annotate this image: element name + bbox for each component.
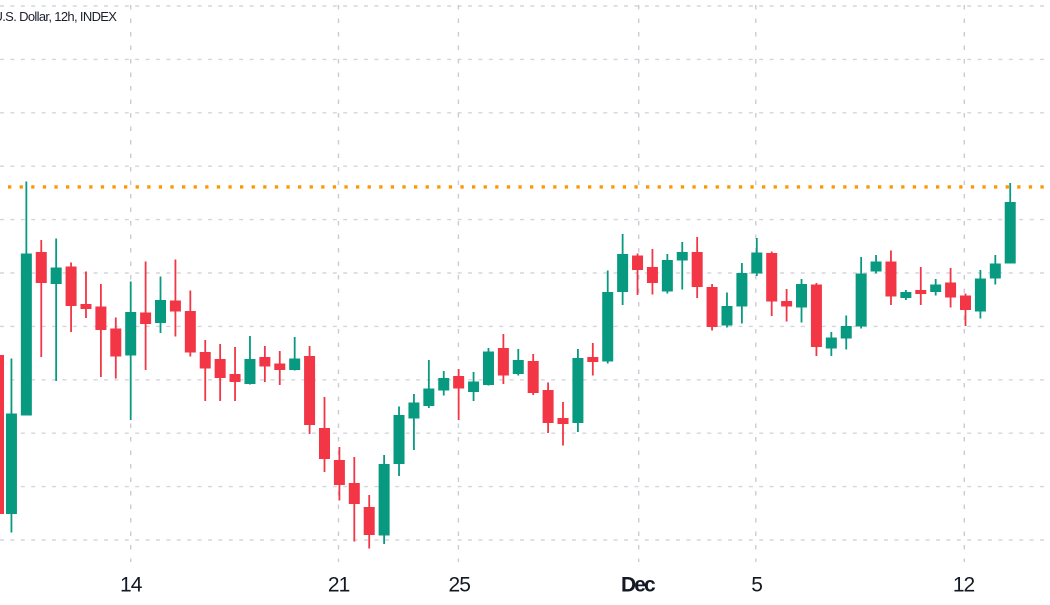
svg-text:Dec: Dec bbox=[621, 574, 656, 597]
svg-text:U.S. Dollar, 12h, INDEX: U.S. Dollar, 12h, INDEX bbox=[0, 9, 117, 24]
svg-text:12: 12 bbox=[953, 574, 975, 597]
svg-text:25: 25 bbox=[449, 574, 471, 597]
svg-text:21: 21 bbox=[328, 574, 350, 597]
svg-text:5: 5 bbox=[751, 574, 762, 597]
svg-text:14: 14 bbox=[120, 574, 143, 597]
